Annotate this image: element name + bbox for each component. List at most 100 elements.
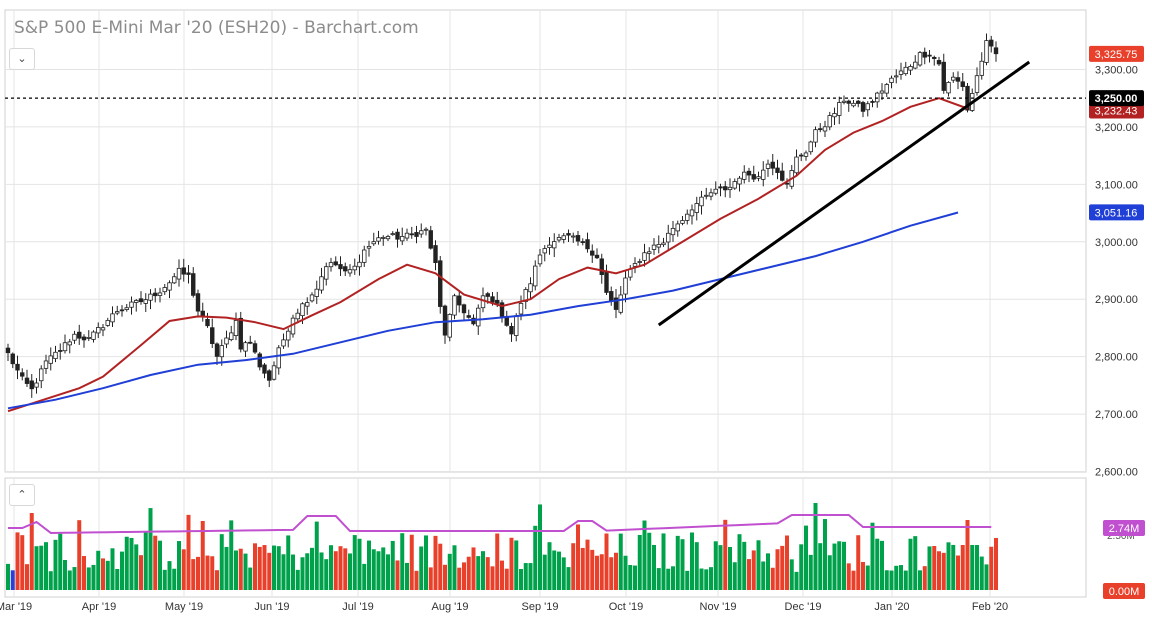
volume-bar (747, 559, 751, 590)
volume-bar (381, 547, 386, 590)
candle (960, 72, 965, 91)
candle (129, 296, 134, 315)
candle (661, 237, 666, 247)
candle-body (5, 347, 11, 354)
y-tick-label: 3,300.00 (1095, 64, 1138, 76)
volume-bar (737, 534, 742, 590)
volume-bar (870, 522, 875, 590)
candle-body (552, 241, 557, 249)
volume-bar (775, 549, 780, 590)
collapse-volume-pane-button[interactable]: ⌃ (9, 484, 35, 506)
candle (62, 334, 68, 354)
candle (452, 293, 457, 320)
candle-body (713, 188, 718, 194)
volume-bar (989, 546, 994, 590)
volume-bar (932, 546, 937, 590)
volume-bar (400, 533, 405, 590)
candle-body (129, 301, 134, 308)
candle-body (243, 342, 248, 352)
candle (381, 235, 386, 246)
volume-bar (181, 549, 186, 590)
volume-bar (913, 536, 918, 590)
volume-bar (457, 567, 462, 590)
volume-bar (44, 542, 48, 590)
candle-body (77, 331, 82, 339)
volume-bar (761, 561, 766, 590)
volume-bar (690, 532, 694, 590)
volume-bar (476, 556, 481, 590)
volume-bar (709, 567, 713, 590)
candle-body (561, 235, 566, 240)
volume-bar (500, 560, 504, 590)
candle-body (528, 283, 533, 293)
candle (309, 292, 315, 303)
candle-body (609, 291, 614, 302)
candle-body (15, 363, 20, 371)
volume-bar (129, 537, 134, 590)
volume-bar (272, 545, 276, 590)
volume-bar (723, 519, 728, 590)
candle-body (34, 382, 39, 388)
volume-bar (808, 554, 813, 590)
volume-bar (447, 553, 452, 590)
collapse-price-pane-button[interactable]: ⌄ (9, 48, 35, 70)
candle (761, 161, 766, 187)
volume-bar (324, 559, 329, 590)
candle (989, 35, 994, 53)
level-label: 3,250.00 (1095, 93, 1138, 105)
volume-bar (495, 533, 500, 590)
candle (267, 369, 272, 388)
candle (575, 230, 581, 246)
candle-body (252, 343, 258, 353)
candle-body (257, 353, 262, 368)
volume-bar (756, 540, 761, 590)
volume-bar (438, 543, 443, 590)
candle (898, 62, 904, 80)
candle-body (685, 213, 690, 221)
candle-body (670, 227, 676, 236)
candle-body (822, 126, 828, 132)
candle-body (780, 170, 785, 181)
candle (756, 171, 761, 182)
candle (832, 107, 837, 126)
candle-body (67, 341, 72, 346)
candle (780, 162, 785, 182)
candle-body (746, 170, 752, 176)
candle (172, 272, 177, 285)
volume-bar (533, 525, 538, 590)
candle (338, 256, 343, 277)
volume-bar (196, 556, 200, 590)
candle-body (590, 250, 595, 256)
candle (642, 243, 647, 267)
candle (694, 196, 699, 221)
volume-bar (846, 563, 851, 590)
candle-body (704, 194, 709, 197)
candle (433, 240, 438, 271)
candle-body (827, 115, 832, 128)
candle (290, 314, 296, 338)
candle (333, 256, 338, 267)
candle (252, 340, 258, 354)
candle-body (281, 339, 286, 347)
candle-body (737, 177, 742, 185)
candle (461, 303, 467, 321)
candle-body (324, 266, 329, 280)
candle (808, 140, 813, 155)
candle (295, 308, 300, 324)
candle (176, 259, 182, 287)
candle-body (974, 75, 980, 93)
candle (542, 245, 547, 262)
volume-bar (837, 541, 842, 590)
candle (371, 232, 376, 246)
candle-body (742, 171, 747, 180)
volume-bar (167, 561, 172, 590)
candle (922, 47, 927, 65)
volume-bar (609, 557, 614, 590)
volume-bar (960, 545, 965, 590)
volume-bar (595, 555, 599, 590)
candle (39, 365, 44, 389)
volume-bar (428, 567, 433, 590)
candle (143, 293, 148, 313)
candle (210, 318, 215, 348)
